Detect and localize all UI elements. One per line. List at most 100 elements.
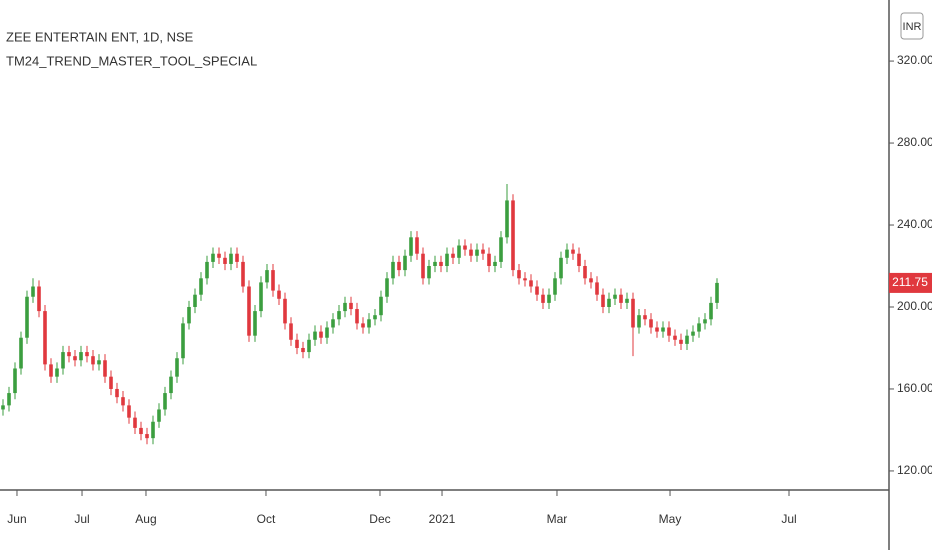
- candle-body: [217, 253, 221, 258]
- candle-body: [37, 286, 41, 312]
- candle-body: [295, 339, 299, 348]
- x-tick-label: Jun: [7, 512, 26, 526]
- candle-body: [175, 358, 179, 377]
- candle-body: [307, 339, 311, 353]
- candle-body: [583, 266, 587, 279]
- candle-body: [595, 282, 599, 295]
- candle-body: [157, 409, 161, 422]
- candle-body: [499, 237, 503, 262]
- candle-body: [661, 327, 665, 332]
- candle-body: [67, 352, 71, 357]
- last-price-label: 211.75: [892, 275, 928, 289]
- x-tick-label: Dec: [369, 512, 390, 526]
- candle-body: [19, 337, 23, 369]
- candle-body: [55, 368, 59, 377]
- candle-body: [679, 339, 683, 344]
- candle-body: [13, 368, 17, 394]
- last-price-badge: [889, 272, 932, 293]
- candle-body: [79, 352, 83, 361]
- candle-body: [247, 286, 251, 336]
- candle-body: [355, 309, 359, 324]
- candle-body: [121, 397, 125, 406]
- candle-body: [523, 278, 527, 281]
- x-tick-label: Jul: [781, 512, 796, 526]
- candle-body: [61, 352, 65, 369]
- candle-body: [415, 237, 419, 254]
- candle-body: [361, 323, 365, 328]
- candle-body: [463, 245, 467, 250]
- candle-body: [301, 347, 305, 353]
- candle-body: [589, 278, 593, 283]
- candle-body: [685, 335, 689, 344]
- candle-body: [445, 253, 449, 267]
- candle-body: [619, 294, 623, 303]
- candle-body: [211, 253, 215, 262]
- candle-body: [289, 323, 293, 340]
- candle-body: [343, 302, 347, 312]
- candle-body: [397, 261, 401, 271]
- candle-body: [691, 331, 695, 336]
- candle-body: [319, 331, 323, 338]
- currency-box[interactable]: [900, 12, 924, 40]
- candle-body: [181, 323, 185, 359]
- candle-body: [325, 327, 329, 338]
- candle-body: [379, 296, 383, 316]
- candle-body: [559, 257, 563, 279]
- candle-body: [253, 311, 257, 336]
- candle-body: [373, 315, 377, 320]
- x-tick-label: Mar: [547, 512, 568, 526]
- candle-body: [313, 331, 317, 340]
- candle-body: [637, 315, 641, 328]
- candle-body: [145, 434, 149, 439]
- candle-body: [427, 266, 431, 279]
- candle-body: [25, 296, 29, 338]
- candle-body: [421, 253, 425, 279]
- candle-body: [241, 261, 245, 287]
- candle-body: [169, 376, 173, 394]
- candle-body: [535, 286, 539, 295]
- candle-body: [601, 294, 605, 307]
- candle-body: [643, 315, 647, 320]
- candle-body: [187, 306, 191, 324]
- candle-body: [385, 278, 389, 297]
- candle-body: [85, 352, 89, 357]
- candle-body: [667, 327, 671, 336]
- candle-body: [115, 388, 119, 398]
- candle-body: [1, 405, 5, 410]
- candle-body: [49, 364, 53, 377]
- y-tick-label: 200.00: [897, 299, 932, 313]
- candle-body: [199, 278, 203, 295]
- candle-body: [163, 393, 167, 410]
- candle-body: [235, 253, 239, 262]
- candle-body: [457, 245, 461, 258]
- candle-body: [481, 249, 485, 254]
- y-tick-label: 120.00: [897, 463, 932, 477]
- candle-body: [439, 261, 443, 267]
- candle-body: [337, 311, 341, 320]
- candle-body: [673, 335, 677, 340]
- candle-body: [367, 319, 371, 328]
- candle-body: [577, 253, 581, 267]
- candle-body: [391, 261, 395, 279]
- candle-body: [109, 376, 113, 389]
- candle-body: [271, 270, 275, 291]
- candle-body: [97, 360, 101, 365]
- candle-body: [655, 327, 659, 332]
- candle-body: [715, 282, 719, 303]
- candle-body: [193, 294, 197, 307]
- candle-body: [433, 261, 437, 267]
- candle-body: [697, 323, 701, 332]
- candle-body: [451, 253, 455, 258]
- candle-body: [403, 255, 407, 271]
- candle-body: [613, 294, 617, 299]
- candle-body: [229, 253, 233, 264]
- x-tick-label: Aug: [135, 512, 156, 526]
- x-tick-label: 2021: [429, 512, 456, 526]
- y-tick-label: 160.00: [897, 381, 932, 395]
- candle-body: [709, 302, 713, 320]
- indicator-name: TM24_TREND_MASTER_TOOL_SPECIAL: [6, 53, 257, 68]
- candle-body: [541, 294, 545, 303]
- currency[interactable]: INR: [903, 21, 922, 33]
- candle-body: [607, 298, 611, 307]
